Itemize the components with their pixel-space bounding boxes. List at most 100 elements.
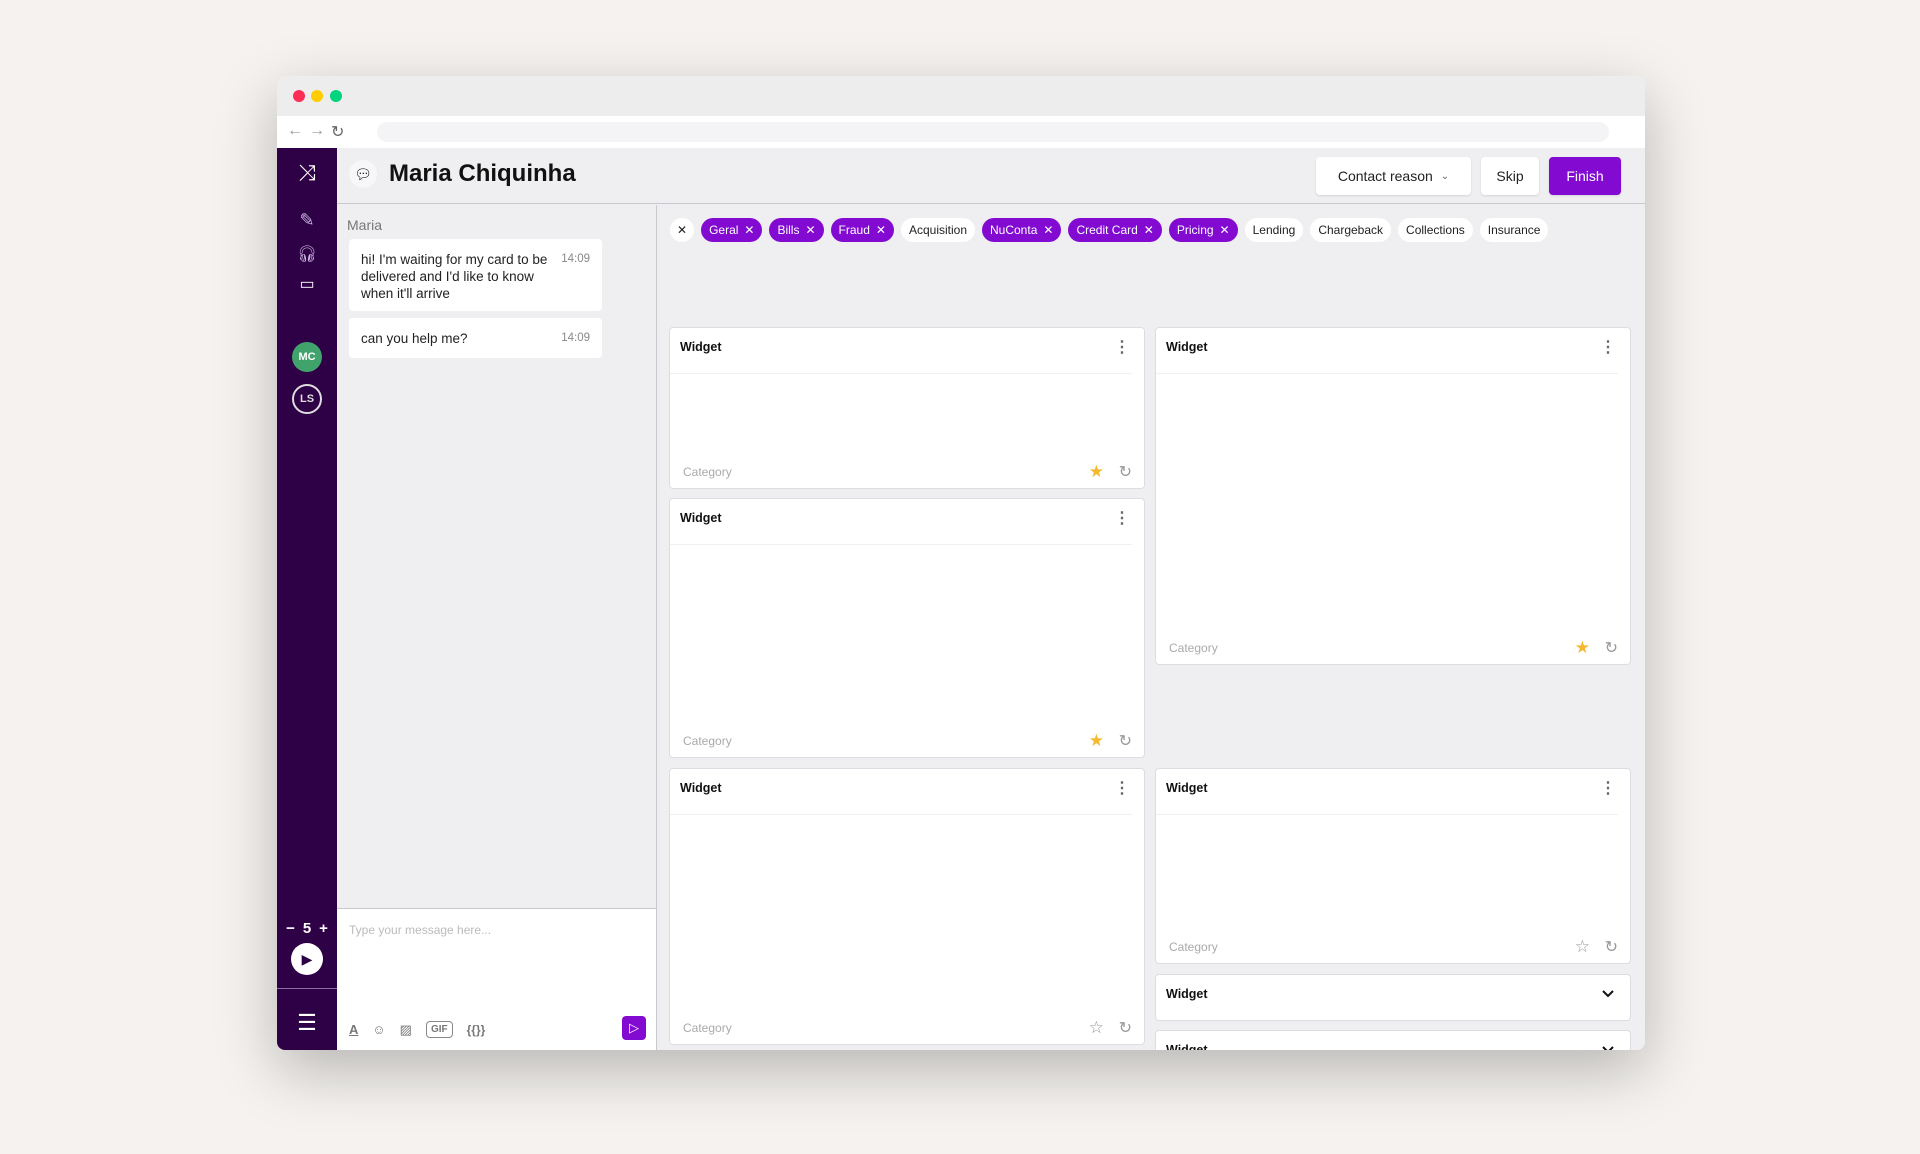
widget-category: Category <box>683 465 732 479</box>
message-text: can you help me? <box>361 331 468 346</box>
close-dot[interactable] <box>293 90 305 102</box>
shuffle-logo-icon[interactable]: ⤨ <box>298 160 316 185</box>
kebab-menu-icon[interactable]: ⋮ <box>1600 339 1616 356</box>
star-filled-icon[interactable]: ★ <box>1088 462 1104 481</box>
chip-label: Collections <box>1406 223 1465 237</box>
filter-chip[interactable]: Lending <box>1244 218 1304 242</box>
increment-button[interactable]: + <box>319 920 328 937</box>
filter-chip[interactable]: Credit Card ✕ <box>1068 218 1162 242</box>
widget-title: Widget <box>680 511 722 525</box>
widget-card: Widget ⋮ Category ★ ↻ <box>669 498 1145 758</box>
skip-button[interactable]: Skip <box>1481 157 1539 195</box>
send-button[interactable]: ▷ <box>622 1016 646 1040</box>
widget-card: Widget ⋮ Category ★ ↻ <box>669 327 1145 489</box>
remove-chip-icon[interactable]: ✕ <box>744 223 755 237</box>
remove-chip-icon[interactable]: ✕ <box>1043 223 1054 237</box>
widget-category: Category <box>683 734 732 748</box>
sidebar: ⤨ ✎ 🎧︎ ▭ MC LS − 5 + ▶ ☰ <box>277 148 337 1050</box>
chip-label: Insurance <box>1487 223 1541 237</box>
refresh-icon[interactable]: ↻ <box>1118 464 1132 481</box>
chip-label: Acquisition <box>908 223 967 237</box>
message-bubble: can you help me? 14:09 <box>349 318 602 358</box>
back-icon[interactable]: ← <box>287 122 303 139</box>
filter-chip[interactable]: NuConta ✕ <box>982 218 1062 242</box>
chat-icon[interactable]: ▭ <box>299 276 315 293</box>
divider <box>670 814 1132 815</box>
message-text: hi! I'm waiting for my card to be delive… <box>361 252 548 301</box>
decrement-button[interactable]: − <box>286 920 295 937</box>
widget-title: Widget <box>1166 1043 1208 1050</box>
hamburger-menu-icon[interactable]: ☰ <box>297 1010 317 1035</box>
filter-chip[interactable]: Pricing ✕ <box>1168 218 1238 242</box>
remove-chip-icon[interactable]: ✕ <box>875 223 886 237</box>
send-icon: ▷ <box>629 1020 639 1035</box>
remove-chip-icon[interactable]: ✕ <box>805 223 816 237</box>
text-format-icon[interactable]: A <box>349 1022 359 1037</box>
title-bar <box>277 76 1645 116</box>
address-bar[interactable] <box>377 122 1609 142</box>
kebab-menu-icon[interactable]: ⋮ <box>1114 339 1130 356</box>
widget-card: Widget ⋮ Category ☆ ↻ <box>669 768 1145 1045</box>
star-outline-icon[interactable]: ☆ <box>1088 1018 1104 1037</box>
filter-chip[interactable]: Acquisition <box>900 218 975 242</box>
chat-panel: Maria hi! I'm waiting for my card to be … <box>337 205 657 1050</box>
filter-chip[interactable]: Collections <box>1398 218 1473 242</box>
minimize-dot[interactable] <box>311 90 323 102</box>
kebab-menu-icon[interactable]: ⋮ <box>1114 510 1130 527</box>
refresh-icon[interactable]: ↻ <box>1604 939 1618 956</box>
star-outline-icon[interactable]: ☆ <box>1574 937 1590 956</box>
headset-icon[interactable]: 🎧︎ <box>296 246 318 263</box>
remove-chip-icon[interactable]: ✕ <box>1219 223 1230 237</box>
widget-card: Widget <box>1155 1030 1631 1050</box>
avatar-mc[interactable]: MC <box>292 342 322 372</box>
refresh-icon[interactable]: ↻ <box>1118 1020 1132 1037</box>
refresh-icon[interactable]: ↻ <box>1118 733 1132 750</box>
contact-reason-dropdown[interactable]: Contact reason ⌄ <box>1316 157 1471 195</box>
gif-button[interactable]: GIF <box>425 1021 453 1038</box>
filter-chip[interactable]: Insurance <box>1479 218 1549 242</box>
message-composer: Type your message here... A ☺ ▨ GIF {{}}… <box>337 908 656 1050</box>
magic-wand-icon[interactable]: ✎ <box>299 210 315 230</box>
kebab-menu-icon[interactable]: ⋮ <box>1114 780 1130 797</box>
chip-label: Chargeback <box>1318 223 1384 237</box>
filter-chip[interactable]: Fraud ✕ <box>830 218 894 242</box>
filter-chip[interactable]: Chargeback <box>1310 218 1392 242</box>
sender-name: Maria <box>347 217 383 233</box>
emoji-icon[interactable]: ☺ <box>372 1022 386 1037</box>
remove-chip-icon[interactable]: ✕ <box>1143 223 1154 237</box>
template-button[interactable]: {{}} <box>466 1022 486 1037</box>
chip-label: Bills <box>777 223 800 237</box>
finish-button[interactable]: Finish <box>1549 157 1621 195</box>
reload-icon[interactable]: ↻ <box>331 124 345 141</box>
widget-title: Widget <box>680 340 722 354</box>
widget-title: Widget <box>680 781 722 795</box>
filter-chip[interactable]: Bills ✕ <box>769 218 824 242</box>
chevron-down-icon[interactable] <box>1600 985 1616 1001</box>
forward-icon[interactable]: → <box>309 122 325 139</box>
widget-category: Category <box>1169 641 1218 655</box>
star-filled-icon[interactable]: ★ <box>1574 638 1590 657</box>
refresh-icon[interactable]: ↻ <box>1604 640 1618 657</box>
play-button[interactable]: ▶ <box>291 943 323 975</box>
maximize-dot[interactable] <box>330 90 342 102</box>
kebab-menu-icon[interactable]: ⋮ <box>1600 780 1616 797</box>
message-bubble: hi! I'm waiting for my card to be delive… <box>349 239 602 311</box>
chip-label: Pricing <box>1176 223 1214 237</box>
play-icon: ▶ <box>301 950 313 967</box>
message-time: 14:09 <box>561 332 590 344</box>
filter-chip[interactable]: Geral ✕ <box>701 218 763 242</box>
nav-bar: ← → ↻ <box>277 116 1645 148</box>
chevron-down-icon[interactable] <box>1600 1041 1616 1050</box>
chip-label: Lending <box>1252 223 1296 237</box>
contact-reason-label: Contact reason <box>1337 168 1433 184</box>
star-filled-icon[interactable]: ★ <box>1088 731 1104 750</box>
avatar-ls[interactable]: LS <box>292 384 322 414</box>
image-icon[interactable]: ▨ <box>399 1021 412 1037</box>
widget-title: Widget <box>1166 987 1208 1001</box>
message-input[interactable]: Type your message here... <box>349 923 492 937</box>
chip-label: NuConta <box>990 223 1038 237</box>
browser-window: ← → ↻ ⤨ ✎ 🎧︎ ▭ MC LS − 5 + ▶ ☰ 💬︎ Maria … <box>277 76 1645 1050</box>
chip-label: Credit Card <box>1076 223 1138 237</box>
clear-filters-button[interactable]: ✕ <box>670 218 695 242</box>
composer-toolbar: A ☺ ▨ GIF {{}} <box>349 1021 485 1038</box>
